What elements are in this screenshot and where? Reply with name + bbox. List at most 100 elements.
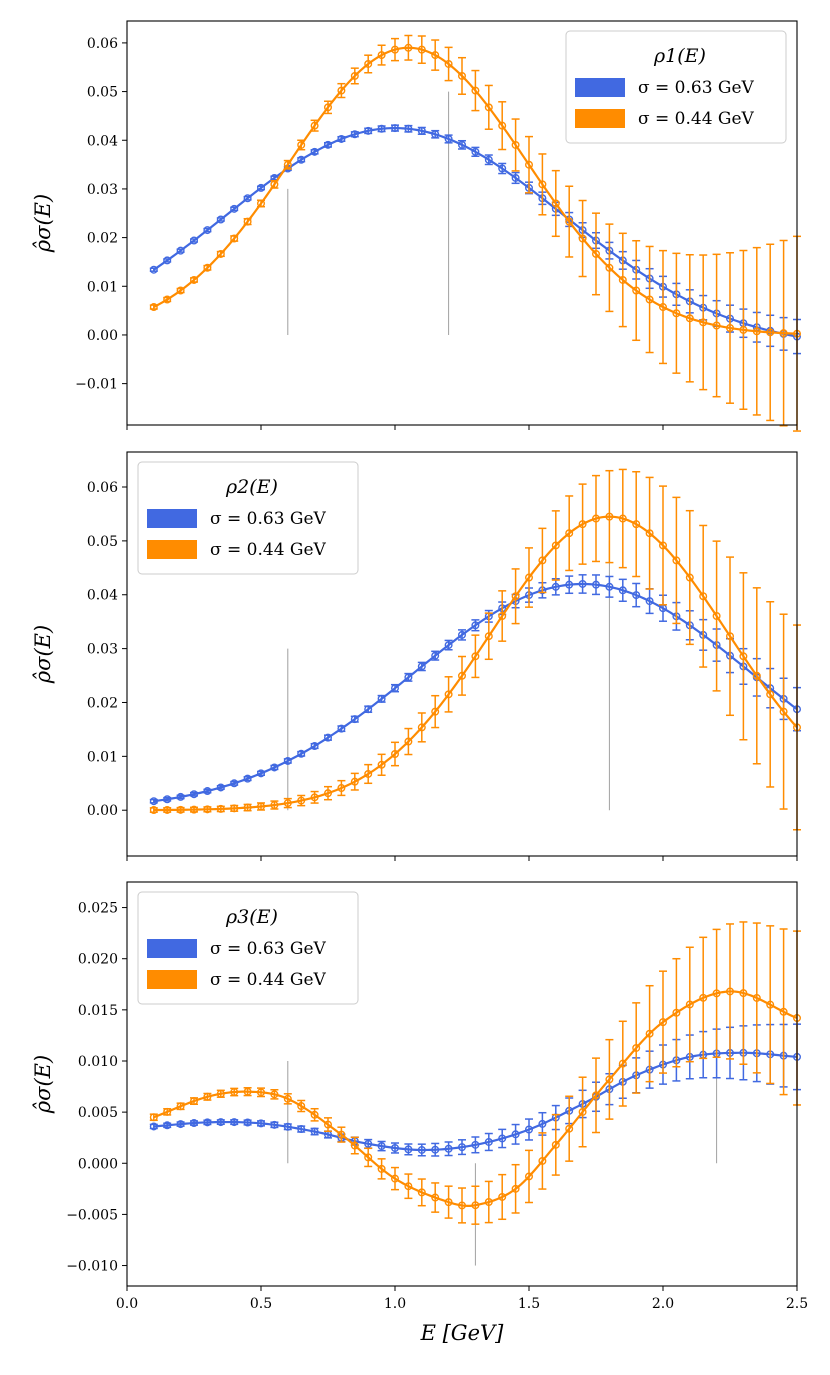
data-point <box>605 469 614 564</box>
y-tick-label: 0.005 <box>78 1105 118 1121</box>
legend-entry-label: σ = 0.63 GeV <box>210 509 327 529</box>
point-marker <box>538 1156 547 1165</box>
point-marker <box>283 1122 292 1131</box>
point-marker <box>310 742 319 751</box>
data-point <box>216 249 225 258</box>
point-marker <box>712 321 721 330</box>
point-marker <box>189 236 198 245</box>
plot-frame <box>126 881 798 1287</box>
point-marker <box>538 556 547 565</box>
point-marker <box>511 173 520 182</box>
point-marker <box>270 1120 279 1129</box>
point-marker <box>203 805 212 814</box>
data-point <box>417 35 426 64</box>
data-point <box>605 1038 614 1120</box>
point-marker <box>538 180 547 189</box>
point-marker <box>779 707 788 716</box>
point-marker <box>699 592 708 601</box>
y-tick-label: 0.025 <box>78 901 118 917</box>
data-point <box>176 792 185 801</box>
data-point <box>297 139 306 151</box>
point-marker <box>605 512 614 521</box>
data-point <box>283 159 292 170</box>
panel-1: −0.01 0.00 0.01 0.02 0.03 0.04 0.05 0.06 ρ̂σ(E) ρ… <box>31 20 802 432</box>
point-marker <box>431 707 440 716</box>
data-point <box>297 794 306 807</box>
point-marker <box>565 580 574 589</box>
data-point <box>471 69 480 112</box>
legend-swatch <box>147 540 197 559</box>
panel-2: 0.00 0.01 0.02 0.03 0.04 0.05 0.06 ρ̂σ(E) ρ2(E) σ… <box>31 451 802 861</box>
y-tick-label: −0.01 <box>75 377 118 393</box>
data-point <box>417 126 426 135</box>
data-point <box>163 295 172 304</box>
legend-swatch <box>575 78 625 97</box>
data-point <box>632 582 641 608</box>
point-marker <box>726 323 735 332</box>
data-point <box>511 568 520 625</box>
data-point <box>163 1121 172 1130</box>
data-point <box>230 234 239 243</box>
data-point <box>444 46 453 82</box>
data-point <box>176 805 185 814</box>
point-marker <box>283 1094 292 1103</box>
point-marker <box>645 529 654 538</box>
data-point <box>257 802 266 811</box>
data-point <box>592 474 601 563</box>
data-point <box>699 254 708 391</box>
point-marker <box>632 591 641 600</box>
point-marker <box>618 514 627 523</box>
point-marker <box>243 217 252 226</box>
legend-entry-label: σ = 0.63 GeV <box>638 78 755 98</box>
point-marker <box>645 295 654 304</box>
point-marker <box>525 1172 534 1181</box>
point-marker <box>324 103 333 112</box>
point-marker <box>632 520 641 529</box>
data-point <box>471 619 480 632</box>
point-marker <box>484 1198 493 1207</box>
data-point <box>176 1120 185 1129</box>
y-tick-label: 0.01 <box>87 749 118 765</box>
y-tick-label: 0.05 <box>87 534 118 550</box>
point-marker <box>752 671 761 680</box>
data-point <box>203 226 212 235</box>
data-point <box>404 124 413 133</box>
data-point <box>203 1092 212 1101</box>
data-point <box>618 232 627 328</box>
point-marker <box>471 621 480 630</box>
data-point <box>551 1113 560 1176</box>
y-tick-label: 0.06 <box>87 36 118 52</box>
data-point <box>525 547 534 608</box>
data-point <box>551 577 560 596</box>
data-point <box>270 763 279 772</box>
point-marker <box>391 124 400 133</box>
data-point <box>618 578 627 603</box>
data-point <box>283 1122 292 1131</box>
data-point <box>283 756 292 765</box>
point-marker <box>511 140 520 149</box>
legend-swatch <box>147 970 197 989</box>
data-point <box>752 587 761 765</box>
data-point <box>471 1136 480 1154</box>
point-marker <box>484 103 493 112</box>
point-marker <box>176 246 185 255</box>
data-point <box>216 783 225 792</box>
point-marker <box>444 690 453 699</box>
point-marker <box>471 147 480 156</box>
point-marker <box>149 1122 158 1131</box>
data-point <box>498 590 507 642</box>
point-marker <box>257 802 266 811</box>
point-marker <box>189 275 198 284</box>
data-point <box>484 1180 493 1224</box>
data-point <box>404 1143 413 1156</box>
point-marker <box>230 1088 239 1097</box>
point-marker <box>739 325 748 334</box>
data-point <box>444 1141 453 1157</box>
data-point <box>712 928 721 1059</box>
point-marker <box>551 582 560 591</box>
point-marker <box>176 805 185 814</box>
point-marker <box>444 59 453 68</box>
point-marker <box>163 795 172 804</box>
point-marker <box>605 263 614 272</box>
